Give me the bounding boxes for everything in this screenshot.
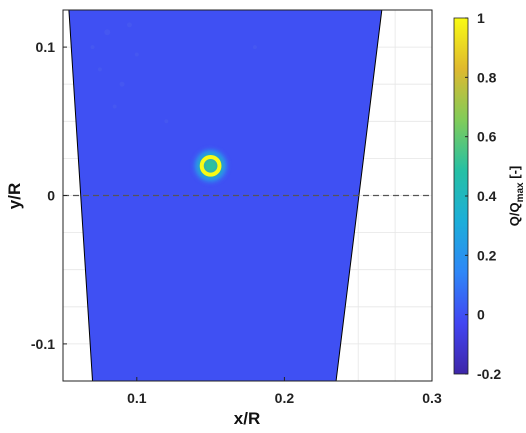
y-tick-label: 0 <box>47 188 55 204</box>
colorbar-label-main: Q/Q <box>507 202 522 226</box>
field-speck <box>119 81 125 87</box>
x-axis-ticks: 0.1 0.2 0.3 <box>127 377 442 406</box>
field-speck <box>126 22 132 28</box>
y-tick-label: 0.1 <box>36 39 56 55</box>
field-texture <box>90 22 257 124</box>
colorbar-ticks: -0.2 0 0.2 0.4 0.6 0.8 1 <box>465 10 501 382</box>
colorbar-tick-label: 1 <box>477 10 485 26</box>
x-tick-label: 0.2 <box>275 390 295 406</box>
field-speck <box>252 45 257 50</box>
field-speck <box>97 67 102 72</box>
colorbar-tick-label: 0.8 <box>477 69 497 85</box>
field-speck <box>104 29 111 36</box>
field-speck <box>90 45 95 50</box>
field-speck <box>112 104 117 109</box>
colorbar-tick-label: -0.2 <box>477 366 501 382</box>
colorbar-tick-label: 0.6 <box>477 129 497 145</box>
colorbar-tick-label: 0.4 <box>477 188 497 204</box>
colorbar-label: Q/Qmax [-] <box>507 166 526 226</box>
y-tick-label: -0.1 <box>31 336 55 352</box>
y-axis-label: y/R <box>5 183 24 209</box>
field-speck <box>134 52 139 57</box>
x-axis-label: x/R <box>234 409 260 428</box>
hotspot-ring <box>199 154 222 177</box>
colorbar-tick-label: 0 <box>477 307 485 323</box>
hotspot-core <box>205 160 216 171</box>
y-axis-ticks: -0.1 0 0.1 <box>31 39 67 352</box>
x-tick-label: 0.1 <box>127 390 147 406</box>
field-speck <box>164 119 169 124</box>
x-tick-label: 0.3 <box>422 390 442 406</box>
colorbar-tick-label: 0.2 <box>477 247 497 263</box>
colorbar-label-sub: max <box>515 182 526 202</box>
colorbar-label-unit: [-] <box>507 166 522 183</box>
